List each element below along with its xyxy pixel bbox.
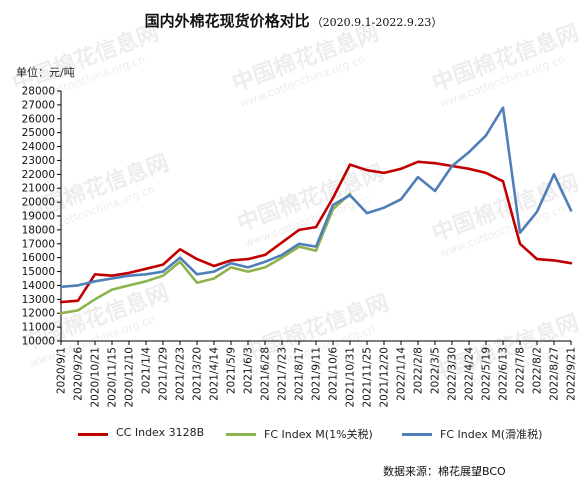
series-line-fc-index-slide	[59, 106, 573, 289]
x-tick-label: 2021/10/31	[345, 347, 357, 408]
x-tick-label: 2022/8/27	[549, 347, 561, 401]
y-tick-label: 27000	[22, 99, 55, 111]
chart-plot: 10000 11000 12000 13000 14000 15000 16000 17000…	[22, 86, 578, 408]
legend-label-fc-index-slide: FC Index M(滑准税)	[440, 428, 543, 441]
y-tick-label: 26000	[22, 113, 55, 125]
legend-label-fc-index-1pct: FC Index M(1%关税)	[264, 428, 373, 441]
y-tick-label: 15000	[22, 266, 55, 278]
x-tick-label: 2021/3/20	[192, 347, 204, 401]
series-lines	[59, 106, 573, 315]
y-tick-label: 20000	[22, 197, 55, 209]
x-tick-label: 2021/7/23	[277, 347, 289, 401]
series-line-fc-index-1pct	[59, 192, 352, 315]
series-line-cc-index	[59, 160, 573, 304]
axes: 10000 11000 12000 13000 14000 15000 16000 17000…	[22, 86, 578, 408]
x-tick-label: 2022/6/13	[498, 347, 510, 401]
legend: CC Index 3128B FC Index M(1%关税) FC Index…	[0, 425, 587, 443]
x-tick-label: 2021/5/9	[226, 347, 238, 394]
x-tick-label: 2020/12/10	[124, 347, 136, 408]
x-tick-label: 2021/2/23	[175, 347, 187, 401]
y-axis-unit: 单位：元/吨	[16, 66, 75, 79]
legend-swatch-cc-index	[78, 433, 108, 436]
x-tick-label: 2021/10/6	[328, 347, 340, 401]
y-tick-label: 18000	[22, 224, 55, 236]
y-tick-label: 10000	[22, 336, 55, 348]
y-tick-label: 19000	[22, 211, 55, 223]
legend-swatch-fc-index-slide	[402, 433, 432, 436]
y-tick-label: 22000	[22, 169, 55, 181]
x-tick-label: 2022/2/8	[413, 347, 425, 394]
chart-title-row: 国内外棉花现货价格对比 （2020.9.1-2022.9.23）	[0, 10, 587, 31]
data-source: 数据来源：棉花展望BCO	[383, 465, 506, 478]
x-tick-label: 2021/12/20	[379, 347, 391, 408]
y-tick-label: 28000	[22, 86, 55, 98]
x-tick-label: 2022/8/2	[532, 347, 544, 394]
x-tick-label: 2022/1/14	[396, 347, 408, 401]
legend-swatch-fc-index-1pct	[226, 433, 256, 436]
chart-date-range: （2020.9.1-2022.9.23）	[311, 16, 443, 29]
y-tick-label: 16000	[22, 252, 55, 264]
x-tick-label: 2020/10/21	[90, 347, 102, 408]
y-tick-label: 17000	[22, 238, 55, 250]
x-tick-label: 2021/11/25	[362, 347, 374, 408]
x-tick-label: 2020/9/1	[56, 347, 68, 394]
y-tick-label: 14000	[22, 280, 55, 292]
legend-label-cc-index: CC Index 3128B	[116, 426, 205, 439]
x-tick-label: 2022/9/21	[566, 347, 578, 401]
x-tick-label: 2021/6/3	[243, 347, 255, 394]
x-tick-label: 2020/11/15	[107, 347, 119, 408]
chart-title: 国内外棉花现货价格对比	[144, 12, 310, 30]
y-tick-label: 13000	[22, 294, 55, 306]
y-tick-label: 12000	[22, 308, 55, 320]
x-tick-label: 2021/6/28	[260, 347, 272, 401]
x-tick-label: 2021/1/4	[141, 347, 153, 394]
y-tick-label: 21000	[22, 183, 55, 195]
x-tick-label: 2022/5/19	[481, 347, 493, 401]
x-tick-label: 2022/3/30	[447, 347, 459, 401]
x-tick-label: 2021/1/29	[158, 347, 170, 401]
x-tick-label: 2020/9/26	[73, 347, 85, 401]
x-tick-label: 2022/7/8	[515, 347, 527, 394]
x-tick-label: 2022/3/5	[430, 347, 442, 394]
x-tick-label: 2022/4/24	[464, 347, 476, 401]
x-tick-label: 2021/4/14	[209, 347, 221, 401]
x-tick-label: 2021/9/11	[311, 347, 323, 401]
x-tick-label: 2021/8/17	[294, 347, 306, 401]
y-tick-label: 11000	[22, 322, 55, 334]
y-tick-label: 24000	[22, 141, 55, 153]
y-tick-label: 23000	[22, 155, 55, 167]
y-tick-label: 25000	[22, 127, 55, 139]
